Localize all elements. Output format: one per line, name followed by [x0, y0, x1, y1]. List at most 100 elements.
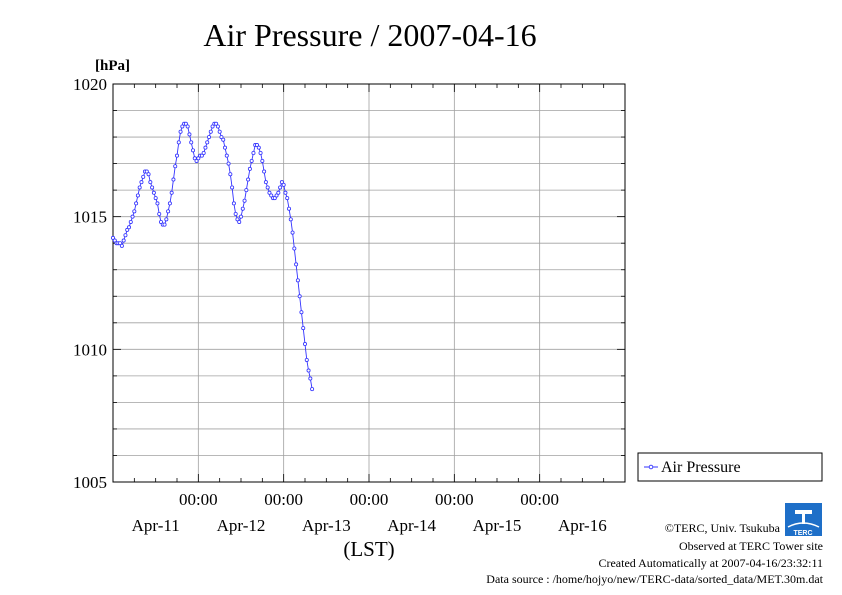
legend: Air Pressure: [637, 452, 823, 482]
data-point: [235, 217, 240, 222]
observed-text: Observed at TERC Tower site: [679, 539, 823, 553]
data-point: [217, 129, 222, 134]
x-tick-labels: 00:00 00:00 00:00 00:00 00:00 Apr-11 Apr-12 Apr…: [132, 490, 607, 535]
data-point: [171, 177, 176, 182]
data-point: [190, 148, 195, 153]
data-point: [150, 185, 155, 190]
data-point: [286, 206, 291, 211]
data-point: [226, 161, 231, 166]
data-point: [189, 140, 194, 145]
y-tick-label: 1010: [73, 340, 107, 359]
data-point: [146, 172, 151, 177]
data-point: [196, 156, 201, 161]
data-point: [288, 217, 293, 222]
data-point: [240, 206, 245, 211]
data-point: [194, 158, 199, 163]
data-point: [246, 177, 251, 182]
data-point: [283, 190, 288, 195]
data-point: [199, 153, 204, 158]
data-point: [279, 180, 284, 185]
terc-logo: TERC: [785, 503, 822, 537]
data-point: [155, 201, 160, 206]
data-point: [228, 172, 233, 177]
y-tick-labels: 1005 1010 1015 1020: [73, 75, 107, 492]
data-point: [258, 150, 263, 155]
x-date-label: Apr-16: [558, 516, 607, 535]
data-point: [295, 278, 300, 283]
data-point: [290, 230, 295, 235]
data-point: [256, 145, 261, 150]
data-point: [208, 129, 213, 134]
data-point: [274, 193, 279, 198]
x-axis-label: (LST): [343, 537, 394, 561]
x-date-label: Apr-14: [387, 516, 436, 535]
data-point: [215, 124, 220, 129]
data-point: [130, 214, 135, 219]
x-time-label: 00:00: [179, 490, 218, 509]
data-point: [251, 150, 256, 155]
copyright-text: ©TERC, Univ. Tsukuba: [665, 521, 781, 535]
data-point: [123, 233, 128, 238]
data-point: [242, 198, 247, 203]
credits-block: ©TERC, Univ. Tsukuba Observed at TERC To…: [486, 521, 823, 586]
x-time-label: 00:00: [520, 490, 559, 509]
data-point: [237, 219, 242, 224]
data-point: [148, 180, 153, 185]
data-point: [310, 387, 315, 392]
legend-label: Air Pressure: [661, 459, 741, 476]
data-point: [157, 212, 162, 217]
x-date-label: Apr-15: [473, 516, 522, 535]
data-point: [302, 342, 307, 347]
x-time-label: 00:00: [435, 490, 474, 509]
data-point: [132, 209, 137, 214]
x-date-label: Apr-11: [132, 516, 180, 535]
chart-title: Air Pressure / 2007-04-16: [203, 17, 536, 53]
logo-glyph: [795, 510, 812, 524]
data-point: [134, 201, 139, 206]
y-tick-label: 1015: [73, 208, 107, 227]
data-point: [238, 214, 243, 219]
y-tick-label: 1020: [73, 75, 107, 94]
data-point: [162, 222, 167, 227]
data-point: [178, 129, 183, 134]
data-point: [135, 193, 140, 198]
data-point: [260, 158, 265, 163]
created-text: Created Automatically at 2007-04-16/23:3…: [598, 556, 823, 570]
legend-box: [637, 452, 823, 482]
data-point: [230, 185, 235, 190]
data-point: [306, 368, 311, 373]
data-point: [173, 164, 178, 169]
series-air-pressure: [111, 121, 315, 392]
data-point: [185, 124, 190, 129]
data-point: [272, 196, 277, 201]
data-point: [247, 166, 252, 171]
data-point: [183, 121, 188, 126]
data-point: [176, 140, 181, 145]
logo-text: TERC: [793, 530, 812, 537]
data-point: [231, 201, 236, 206]
data-point: [180, 124, 185, 129]
data-point: [304, 357, 309, 362]
data-point: [269, 193, 274, 198]
data-point: [141, 174, 146, 179]
data-point: [267, 190, 272, 195]
data-point: [254, 143, 259, 148]
data-point: [153, 196, 158, 201]
data-point: [201, 150, 206, 155]
y-axis-unit: [hPa]: [95, 58, 130, 74]
grid-lines: [113, 84, 625, 482]
data-point: [125, 227, 130, 232]
data-point: [308, 376, 313, 381]
data-point: [262, 169, 267, 174]
data-point: [111, 235, 116, 240]
data-point: [166, 209, 171, 214]
data-point: [265, 185, 270, 190]
data-point: [244, 188, 249, 193]
x-date-label: Apr-12: [217, 516, 266, 535]
legend-marker: [648, 464, 654, 470]
data-point: [144, 169, 149, 174]
data-point: [224, 153, 229, 158]
data-point: [137, 185, 142, 190]
data-point: [299, 310, 304, 315]
